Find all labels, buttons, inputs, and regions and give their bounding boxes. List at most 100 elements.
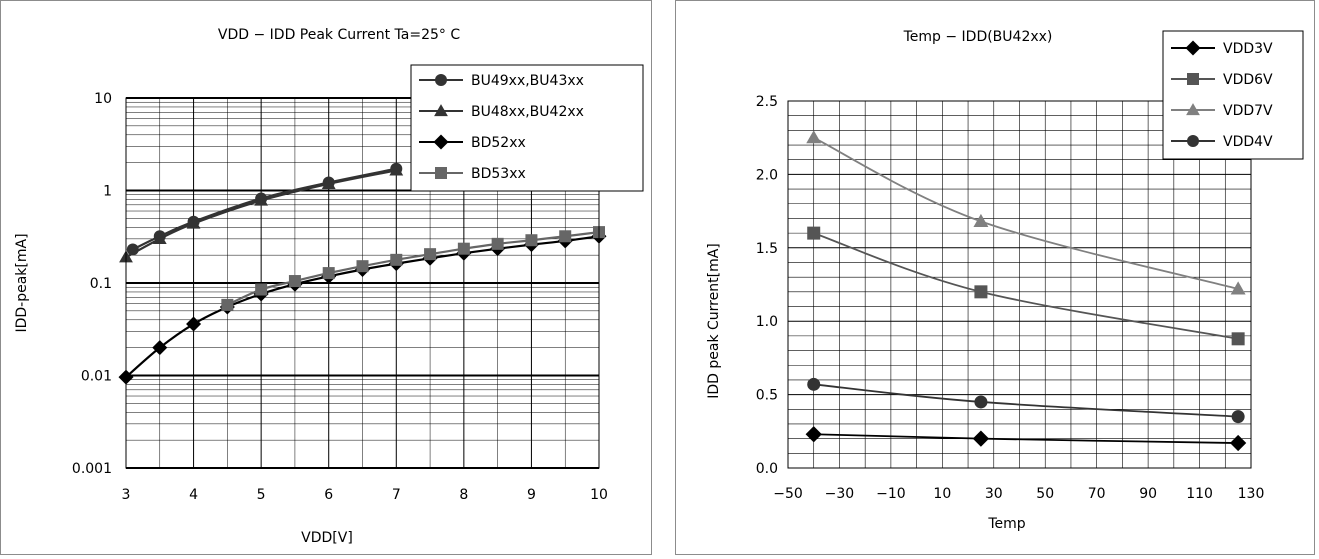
series-line-bu49xx-bu43xx (132, 167, 397, 251)
legend-entry-bd52xx: BD52xx (471, 135, 526, 151)
x-tick-label: −10 (876, 486, 906, 502)
chart-panel-vdd-idd: 3 4 5 6 7 8 9 10 0.001 0.01 0.1 1 10 VDD − IDD Peak … (0, 0, 652, 555)
data-point-vdd6v (1231, 332, 1245, 346)
x-tick-label: 7 (392, 487, 401, 503)
data-point-bd52xx (152, 340, 168, 356)
legend-marker-bd52xx (433, 134, 449, 150)
y-tick-label: 0.0 (756, 461, 778, 477)
data-point-bd53xx (390, 253, 403, 266)
x-tick-label: 10 (590, 487, 608, 503)
y-tick-label: 10 (94, 91, 112, 107)
legend-entry-bu49xx-bu43xx: BU49xx,BU43xx (471, 73, 584, 89)
y-tick-label: 0.001 (72, 461, 112, 477)
y-tick-label: 2.0 (756, 167, 778, 183)
data-point-vdd7v (1230, 281, 1246, 295)
chart-temp-idd-svg: −50 −30 −10 10 30 50 70 90 110 130 0.0 0.5 1.0 1.5 2.0… (706, 29, 1304, 532)
data-point-bu48xx-bu42xx (186, 216, 201, 229)
legend-marker-bd53xx (435, 167, 447, 179)
data-point-vdd4v (807, 377, 821, 391)
chart-panel-temp-idd: −50 −30 −10 10 30 50 70 90 110 130 0.0 0.5 1.0 1.5 2.0… (675, 0, 1315, 555)
data-point-vdd6v (807, 226, 821, 240)
chart-title: VDD − IDD Peak Current Ta=25° C (218, 27, 460, 43)
data-point-bu48xx-bu42xx (389, 163, 404, 176)
series-line-vdd6v (813, 232, 1239, 340)
legend-entry-vdd4v: VDD4V (1223, 134, 1273, 150)
x-tick-label: 110 (1186, 486, 1213, 502)
series-vdd4v (807, 377, 1245, 424)
series-line-vdd7v (813, 136, 1239, 290)
x-tick-label: −30 (825, 486, 855, 502)
series-bd53xx (221, 226, 605, 311)
legend-entry-vdd6v: VDD6V (1223, 72, 1273, 88)
legend-marker-vdd4v (1187, 135, 1199, 147)
x-tick-label: 70 (1088, 486, 1106, 502)
plot-area-border (787, 100, 1252, 469)
y-tick-label: 1 (103, 184, 112, 200)
data-point-bu48xx-bu42xx (152, 231, 167, 245)
data-point-bd53xx (288, 275, 301, 288)
data-point-bd53xx (255, 283, 268, 296)
legend-marker-vdd3v (1185, 40, 1201, 56)
x-axis-label: VDD[V] (301, 530, 353, 546)
legend-marker-vdd6v (1187, 73, 1199, 85)
data-point-vdd7v (806, 130, 822, 144)
x-tick-label: 4 (189, 487, 198, 503)
x-tick-label: 6 (324, 487, 333, 503)
data-point-bd53xx (322, 267, 335, 280)
series-line-vdd3v (813, 433, 1239, 444)
y-tick-label: 0.1 (90, 276, 112, 292)
series-vdd3v (805, 426, 1247, 452)
data-point-vdd3v (805, 426, 822, 443)
y-axis-label: IDD-peak[mA] (14, 233, 30, 332)
data-point-vdd4v (1231, 410, 1245, 424)
axes: −50 −30 −10 10 30 50 70 90 110 130 0.0 0.5 1.0 1.5 2.0… (756, 94, 1265, 502)
y-tick-label: 0.5 (756, 388, 778, 404)
legend-entry-vdd7v: VDD7V (1223, 103, 1273, 119)
legend-box (410, 64, 644, 192)
chart-vdd-idd-svg: 3 4 5 6 7 8 9 10 0.001 0.01 0.1 1 10 VDD − IDD Peak … (14, 27, 644, 546)
x-tick-label: −50 (773, 486, 803, 502)
data-point-bd52xx (186, 316, 202, 332)
legend-marker-bu48xx-bu42xx (434, 104, 448, 117)
axes: 3 4 5 6 7 8 9 10 0.001 0.01 0.1 1 10 (72, 91, 608, 503)
data-point-bd53xx (356, 260, 369, 273)
series-group (805, 130, 1247, 452)
data-point-bu48xx-bu42xx (321, 176, 336, 190)
y-tick-label: 2.5 (756, 94, 778, 110)
data-point-bd53xx (457, 242, 470, 255)
data-point-vdd7v (973, 213, 989, 227)
x-tick-label: 10 (933, 486, 951, 502)
data-point-bd53xx (221, 298, 234, 311)
data-point-vdd3v (972, 430, 990, 447)
x-tick-label: 130 (1238, 486, 1265, 502)
data-point-bu48xx-bu42xx (254, 193, 269, 206)
data-point-bd53xx (424, 248, 437, 261)
grid (126, 97, 599, 469)
data-point-vdd6v (974, 285, 988, 299)
x-tick-label: 5 (257, 487, 266, 503)
legend-entry-vdd3v: VDD3V (1223, 41, 1273, 57)
legend-entry-bd53xx: BD53xx (471, 166, 526, 182)
y-axis-label: IDD peak Current[mA] (706, 243, 722, 399)
data-point-vdd4v (974, 395, 988, 409)
x-tick-label: 30 (985, 486, 1003, 502)
series-bu48xx-bu42xx (119, 163, 404, 263)
legend-marker-vdd7v (1186, 103, 1200, 116)
legend: VDD3V VDD6V VDD7V VDD4V (1162, 30, 1304, 160)
x-tick-label: 8 (459, 487, 468, 503)
data-point-bd53xx (559, 230, 572, 243)
x-tick-label: 9 (527, 487, 536, 503)
x-tick-label: 90 (1139, 486, 1157, 502)
legend-marker-bu49xx-bu43xx (435, 74, 447, 86)
y-tick-label: 1.0 (756, 314, 778, 330)
series-vdd7v (806, 130, 1246, 295)
series-line-vdd4v (813, 383, 1239, 418)
chart-title: Temp − IDD(BU42xx) (903, 29, 1053, 45)
data-point-bd53xx (491, 237, 504, 250)
legend-box (1162, 30, 1304, 160)
data-point-bd53xx (525, 234, 538, 247)
legend: BU49xx,BU43xx BU48xx,BU42xx BD52xx BD53xx (410, 64, 644, 192)
series-group (118, 162, 607, 385)
plot-area-border (125, 97, 600, 469)
x-tick-label: 3 (122, 487, 131, 503)
